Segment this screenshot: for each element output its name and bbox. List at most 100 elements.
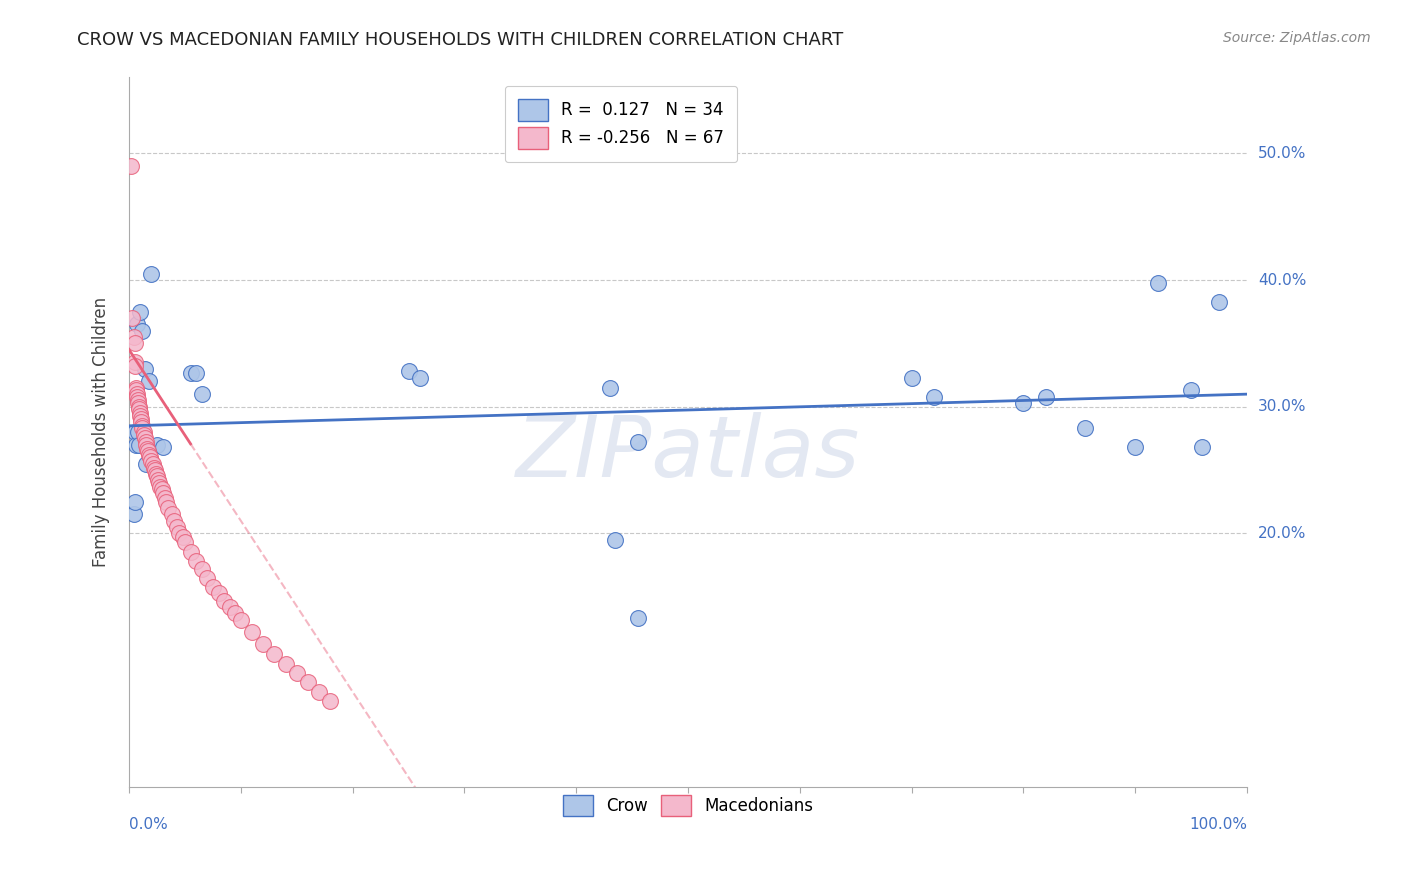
Point	[141, 454, 163, 468]
Point	[900, 370, 922, 384]
Point	[212, 593, 235, 607]
Point	[1074, 421, 1097, 435]
Point	[1123, 441, 1146, 455]
Point	[297, 674, 319, 689]
Point	[229, 613, 252, 627]
Point	[174, 535, 197, 549]
Text: 30.0%: 30.0%	[1258, 400, 1306, 414]
Point	[1012, 396, 1035, 410]
Point	[1180, 384, 1202, 398]
Point	[139, 450, 162, 465]
Point	[201, 580, 224, 594]
Point	[148, 475, 170, 490]
Text: 0.0%: 0.0%	[129, 817, 167, 832]
Point	[127, 396, 149, 410]
Point	[125, 390, 148, 404]
Point	[125, 438, 148, 452]
Point	[124, 359, 146, 374]
Point	[121, 311, 143, 326]
Point	[252, 637, 274, 651]
Point	[136, 444, 159, 458]
Point	[125, 387, 148, 401]
Point	[134, 361, 156, 376]
Point	[136, 442, 159, 456]
Point	[125, 318, 148, 332]
Point	[605, 533, 627, 547]
Point	[124, 336, 146, 351]
Point	[1208, 294, 1230, 309]
Point	[122, 330, 145, 344]
Point	[146, 438, 169, 452]
Point	[125, 384, 148, 398]
Y-axis label: Family Households with Children: Family Households with Children	[93, 297, 110, 567]
Point	[120, 159, 142, 173]
Point	[224, 607, 246, 621]
Point	[153, 491, 176, 505]
Point	[143, 463, 166, 477]
Point	[186, 366, 208, 380]
Point	[172, 530, 194, 544]
Point	[190, 387, 212, 401]
Text: 40.0%: 40.0%	[1258, 273, 1306, 287]
Point	[274, 657, 297, 671]
Text: 100.0%: 100.0%	[1189, 817, 1247, 832]
Point	[149, 480, 172, 494]
Point	[285, 665, 308, 680]
Point	[166, 520, 188, 534]
Point	[129, 305, 152, 319]
Point	[627, 435, 650, 450]
Point	[922, 390, 945, 404]
Point	[124, 425, 146, 439]
Point	[1146, 276, 1168, 290]
Point	[127, 425, 149, 439]
Point	[409, 370, 432, 384]
Point	[195, 571, 218, 585]
Point	[132, 427, 155, 442]
Point	[627, 611, 650, 625]
Point	[157, 501, 180, 516]
Point	[319, 694, 342, 708]
Point	[131, 421, 153, 435]
Point	[127, 393, 149, 408]
Point	[1191, 441, 1213, 455]
Point	[138, 448, 160, 462]
Point	[128, 402, 150, 417]
Point	[138, 375, 160, 389]
Point	[124, 495, 146, 509]
Point	[599, 381, 621, 395]
Point	[132, 425, 155, 439]
Point	[160, 508, 183, 522]
Point	[398, 364, 420, 378]
Point	[163, 514, 186, 528]
Text: 20.0%: 20.0%	[1258, 526, 1306, 541]
Point	[135, 438, 157, 452]
Point	[180, 545, 202, 559]
Point	[240, 625, 263, 640]
Point	[207, 586, 229, 600]
Point	[135, 457, 157, 471]
Point	[218, 599, 240, 614]
Point	[1035, 390, 1057, 404]
Point	[146, 469, 169, 483]
Point	[142, 460, 165, 475]
Point	[125, 381, 148, 395]
Point	[152, 486, 174, 500]
Point	[308, 685, 330, 699]
Point	[141, 267, 163, 281]
Point	[128, 400, 150, 414]
Point	[129, 409, 152, 423]
Point	[131, 418, 153, 433]
Point	[152, 441, 174, 455]
Text: ZIPatlas: ZIPatlas	[516, 412, 860, 495]
Text: 50.0%: 50.0%	[1258, 146, 1306, 161]
Point	[128, 438, 150, 452]
Point	[134, 432, 156, 446]
Point	[180, 366, 202, 380]
Point	[135, 435, 157, 450]
Point	[131, 324, 153, 338]
Point	[145, 467, 167, 481]
Text: CROW VS MACEDONIAN FAMILY HOUSEHOLDS WITH CHILDREN CORRELATION CHART: CROW VS MACEDONIAN FAMILY HOUSEHOLDS WIT…	[77, 31, 844, 49]
Point	[129, 406, 152, 420]
Point	[122, 508, 145, 522]
Point	[142, 457, 165, 471]
